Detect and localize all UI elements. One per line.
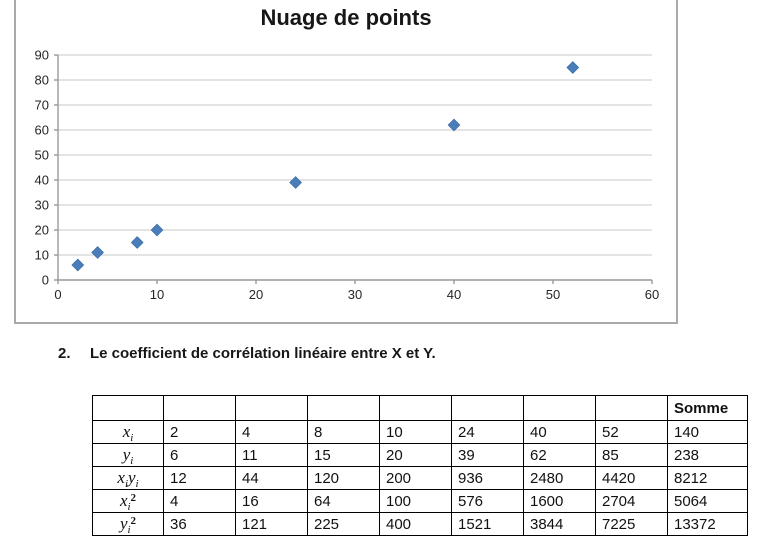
data-table: Somme xi 2 4 8 10 24 40 52 140 yi 6 11 15 20 39 62 85 238 x… (92, 395, 748, 536)
table-cell: 8212 (667, 466, 748, 490)
x-tick-label: 50 (546, 287, 560, 302)
y-tick-label: 0 (42, 273, 49, 288)
table-cell: 12 (163, 466, 236, 490)
row-label-cell: xiyi (92, 466, 164, 490)
row-label-cell: yi2 (92, 512, 164, 536)
table-cell: 100 (379, 489, 452, 513)
table-cell: 3844 (523, 512, 596, 536)
table-cell: 13372 (667, 512, 748, 536)
scatter-point (91, 246, 104, 259)
row-label-cell: yi (92, 443, 164, 467)
y-tick-label: 40 (35, 173, 49, 188)
table-cell: 4 (163, 489, 236, 513)
table-header-row: Somme (92, 395, 748, 421)
scatter-point (289, 176, 302, 189)
y-tick-label: 90 (35, 48, 49, 63)
scatter-point (566, 61, 580, 74)
table-cell: 85 (595, 443, 668, 467)
empty-header-cell (595, 395, 668, 421)
somme-header-cell: Somme (667, 395, 748, 421)
table-cell: 121 (235, 512, 308, 536)
x-tick-label: 20 (249, 287, 263, 302)
table-cell: 120 (307, 466, 380, 490)
x-tick-label: 30 (348, 287, 362, 302)
section-heading: 2. Le coefficient de corrélation linéaire… (58, 344, 436, 363)
table-cell: 200 (379, 466, 452, 490)
table-cell: 36 (163, 512, 236, 536)
table-cell: 16 (235, 489, 308, 513)
table-cell: 238 (667, 443, 748, 467)
table-cell: 400 (379, 512, 452, 536)
empty-header-cell (235, 395, 308, 421)
empty-header-cell (92, 395, 164, 421)
empty-header-cell (379, 395, 452, 421)
scatter-chart: 0 10 20 30 40 50 60 0 10 20 30 40 50 60 70 80 90 Nuage d… (14, 0, 678, 324)
y-tick-label: 30 (35, 198, 49, 213)
scatter-point (130, 236, 144, 249)
section-number: 2. (58, 345, 71, 362)
scatter-point (71, 258, 85, 272)
table-cell: 24 (451, 420, 524, 444)
y-tick-label: 10 (35, 248, 49, 263)
table-cell: 62 (523, 443, 596, 467)
empty-header-cell (451, 395, 524, 421)
table-cell: 576 (451, 489, 524, 513)
table-cell: 11 (235, 443, 308, 467)
table-cell: 1521 (451, 512, 524, 536)
table-cell: 15 (307, 443, 380, 467)
table-cell: 4 (235, 420, 308, 444)
scatter-point (150, 223, 164, 237)
table-row: xiyi 12 44 120 200 936 2480 4420 8212 (92, 466, 748, 490)
table-cell: 10 (379, 420, 452, 444)
table-cell: 64 (307, 489, 380, 513)
x-tick-label: 10 (150, 287, 164, 302)
x-tick-label: 40 (447, 287, 461, 302)
row-label-cell: xi (92, 420, 164, 444)
table-row: yi 6 11 15 20 39 62 85 238 (92, 443, 748, 467)
y-tick-label: 20 (35, 223, 49, 238)
table-cell: 1600 (523, 489, 596, 513)
y-tick-label: 70 (35, 98, 49, 113)
table-cell: 20 (379, 443, 452, 467)
table-cell: 2704 (595, 489, 668, 513)
table-cell: 2480 (523, 466, 596, 490)
row-label-cell: xi2 (92, 489, 164, 513)
table-cell: 44 (235, 466, 308, 490)
table-cell: 40 (523, 420, 596, 444)
x-tick-label: 60 (645, 287, 659, 302)
section-title: Le coefficient de corrélation linéaire e… (90, 345, 436, 362)
table-row: xi2 4 16 64 100 576 1600 2704 5064 (92, 489, 748, 513)
table-cell: 8 (307, 420, 380, 444)
table-cell: 936 (451, 466, 524, 490)
table-cell: 5064 (667, 489, 748, 513)
table-cell: 7225 (595, 512, 668, 536)
y-tick-label: 60 (35, 123, 49, 138)
empty-header-cell (307, 395, 380, 421)
y-tick-label: 50 (35, 148, 49, 163)
table-row: yi2 36 121 225 400 1521 3844 7225 13372 (92, 512, 748, 536)
empty-header-cell (163, 395, 236, 421)
scatter-point (447, 118, 461, 132)
table-row: xi 2 4 8 10 24 40 52 140 (92, 420, 748, 444)
empty-header-cell (523, 395, 596, 421)
table-cell: 225 (307, 512, 380, 536)
table-cell: 39 (451, 443, 524, 467)
table-cell: 6 (163, 443, 236, 467)
y-tick-label: 80 (35, 73, 49, 88)
x-tick-label: 0 (54, 287, 61, 302)
table-cell: 2 (163, 420, 236, 444)
table-cell: 140 (667, 420, 748, 444)
table-cell: 52 (595, 420, 668, 444)
chart-plot-area: 0 10 20 30 40 50 60 0 10 20 30 40 50 60 70 80 90 (35, 48, 660, 303)
chart-title: Nuage de points (260, 5, 432, 30)
table-cell: 4420 (595, 466, 668, 490)
